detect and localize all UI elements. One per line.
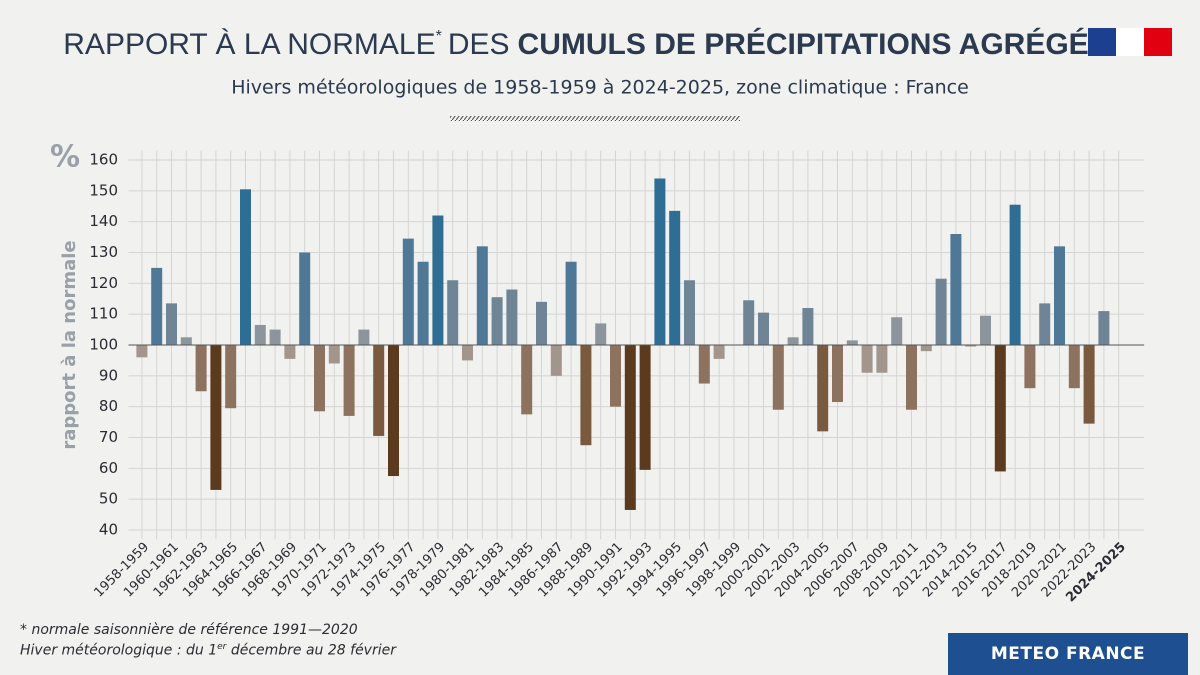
bar	[462, 345, 473, 361]
bar	[476, 246, 488, 345]
title-light: DES	[448, 28, 510, 61]
bar	[358, 329, 370, 345]
bar	[328, 345, 340, 364]
bar	[1039, 303, 1051, 345]
bar	[920, 345, 932, 352]
y-unit: %	[50, 140, 80, 175]
bar	[373, 345, 385, 436]
y-tick-label: 50	[99, 490, 118, 508]
bar	[698, 345, 710, 384]
bar	[994, 345, 1006, 472]
bar	[417, 261, 429, 345]
y-tick-label: 70	[99, 428, 118, 446]
y-tick-label: 160	[89, 151, 118, 169]
bar	[950, 234, 962, 345]
divider	[450, 116, 740, 121]
bar	[284, 345, 296, 359]
bar	[1098, 311, 1110, 345]
bar	[314, 345, 325, 412]
bar	[180, 337, 192, 345]
bar	[521, 345, 533, 415]
bar	[299, 252, 311, 345]
bar	[506, 289, 518, 345]
bar	[787, 337, 799, 345]
footnote-text: Hiver météorologique : du 1	[20, 642, 218, 659]
y-tick-label: 110	[89, 305, 118, 323]
y-tick-label: 60	[99, 459, 118, 477]
bar	[536, 301, 547, 345]
y-axis-label: rapport à la normale	[59, 240, 80, 449]
bar	[832, 345, 843, 403]
bar	[610, 345, 621, 407]
bar	[240, 189, 251, 345]
bar	[595, 323, 607, 345]
bar	[550, 345, 562, 376]
bar	[684, 280, 695, 345]
bar	[935, 278, 947, 345]
bar	[166, 303, 177, 345]
y-tick-label: 90	[99, 366, 118, 384]
bar	[713, 345, 725, 359]
chart-subtitle: Hivers météorologiques de 1958-1959 à 20…	[231, 77, 969, 99]
bar	[802, 308, 814, 345]
bar	[743, 300, 755, 345]
y-tick-label: 140	[89, 212, 118, 230]
bar	[1024, 345, 1036, 389]
bar	[980, 315, 991, 345]
footnote-sup: er	[217, 642, 227, 652]
bar	[447, 280, 459, 345]
bar	[846, 340, 858, 345]
chart-title: RAPPORT À LA NORMALE* DES CUMULS DE PRÉCIP…	[63, 27, 1128, 61]
y-tick-label: 40	[99, 521, 118, 539]
brand: METEO FRANCE	[948, 633, 1188, 675]
footnote-text: décembre au 28 février	[230, 642, 396, 659]
bar	[580, 345, 592, 446]
title-light: RAPPORT À LA NORMALE	[63, 28, 435, 61]
bar	[195, 345, 207, 392]
bar	[1083, 345, 1095, 424]
y-tick-label: 150	[89, 181, 118, 199]
bar	[388, 345, 399, 477]
bar	[861, 345, 873, 373]
bar	[254, 324, 266, 345]
bar	[654, 178, 666, 345]
bar	[269, 329, 281, 345]
y-tick-label: 120	[89, 274, 118, 292]
bar	[432, 215, 444, 345]
bar	[151, 267, 163, 345]
bar	[669, 210, 681, 345]
bar	[817, 345, 829, 432]
bar	[891, 317, 903, 345]
footnote: * normale saisonnière de référence 1991—…	[20, 622, 358, 638]
bar	[639, 345, 651, 470]
bar	[210, 345, 222, 490]
bar	[136, 345, 148, 358]
logo	[1088, 28, 1172, 56]
y-tick-label: 130	[89, 243, 118, 261]
bar	[565, 261, 577, 345]
bar	[758, 312, 769, 345]
bar	[1009, 204, 1021, 345]
bar	[624, 345, 636, 510]
y-tick-label: 100	[89, 336, 118, 354]
bar	[876, 345, 888, 373]
title-asterisk: *	[436, 28, 442, 45]
bar	[1054, 246, 1065, 345]
y-tick-label: 80	[99, 397, 118, 415]
footnote: Hiver météorologique : du 1er décembre a…	[20, 642, 396, 659]
bar	[491, 297, 503, 345]
bar	[772, 345, 784, 410]
title-bold: CUMULS DE PRÉCIPITATIONS AGRÉGÉES	[518, 27, 1129, 61]
bar	[402, 238, 414, 345]
bar	[1068, 345, 1080, 389]
bar	[965, 345, 977, 347]
bar	[225, 345, 237, 409]
bar	[906, 345, 917, 410]
bar	[343, 345, 355, 416]
plot: 4050607080901001101201301401501601958-19…	[89, 151, 1145, 605]
